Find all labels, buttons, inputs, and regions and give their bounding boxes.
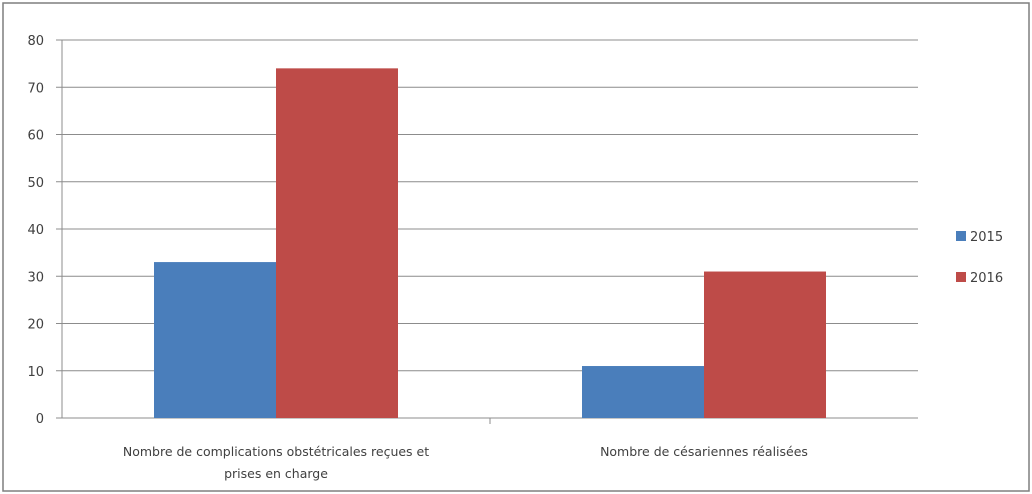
legend-swatch-2016 xyxy=(956,272,966,282)
y-tick-label: 50 xyxy=(27,176,44,191)
x-axis-category-labels: Nombre de complications obstétricales re… xyxy=(123,444,808,481)
x-category-label: prises en charge xyxy=(224,466,328,481)
y-tick-label: 80 xyxy=(27,34,44,49)
bars xyxy=(154,68,826,418)
legend: 2015 2016 xyxy=(956,230,1003,286)
bar-2015-category-2 xyxy=(582,366,704,418)
y-tick-label: 60 xyxy=(27,129,44,144)
legend-label-2016: 2016 xyxy=(970,271,1003,286)
x-category-label: Nombre de complications obstétricales re… xyxy=(123,444,429,459)
legend-label-2015: 2015 xyxy=(970,230,1003,245)
bar-2016-category-1 xyxy=(276,68,398,418)
x-category-label: Nombre de césariennes réalisées xyxy=(600,444,808,459)
legend-swatch-2015 xyxy=(956,231,966,241)
y-axis-ticks: 0 10 20 30 40 50 60 70 80 xyxy=(27,34,44,427)
y-tick-label: 40 xyxy=(27,223,44,238)
y-tick-label: 10 xyxy=(27,365,44,380)
bar-2015-category-1 xyxy=(154,262,276,418)
y-tick-label: 30 xyxy=(27,270,44,285)
y-tick-label: 20 xyxy=(27,318,44,333)
y-tick-label: 70 xyxy=(27,81,44,96)
bar-2016-category-2 xyxy=(704,271,826,418)
y-tick-label: 0 xyxy=(36,412,44,427)
